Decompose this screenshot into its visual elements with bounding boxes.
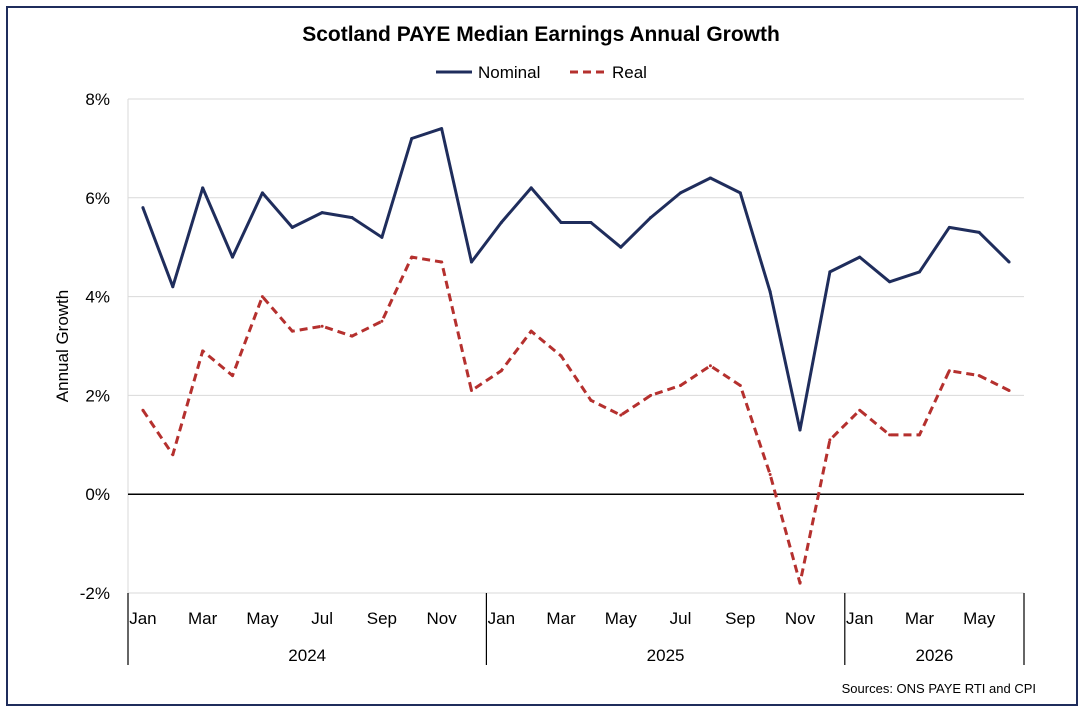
data-point-real	[947, 369, 951, 373]
data-point-nominal	[888, 280, 892, 284]
data-point-nominal	[141, 206, 145, 210]
data-point-real	[380, 319, 384, 323]
x-tick-label: May	[963, 609, 996, 628]
y-tick-label: 8%	[85, 90, 110, 109]
data-point-real	[768, 472, 772, 476]
data-point-real	[171, 453, 175, 457]
data-point-real	[440, 260, 444, 264]
legend-label-nominal: Nominal	[478, 63, 540, 82]
data-point-nominal	[828, 270, 832, 274]
data-point-nominal	[768, 290, 772, 294]
data-point-nominal	[649, 216, 653, 220]
data-point-real	[828, 438, 832, 442]
data-point-real	[649, 393, 653, 397]
y-axis-ticks: -2% 0% 2% 4% 6% 8%	[80, 90, 110, 603]
data-point-nominal	[260, 191, 264, 195]
data-point-real	[708, 364, 712, 368]
chart-frame	[6, 6, 1078, 706]
x-tick-label: Sep	[725, 609, 755, 628]
data-point-nominal	[440, 127, 444, 131]
data-point-real	[888, 433, 892, 437]
data-point-nominal	[350, 216, 354, 220]
x-year-label: 2024	[288, 646, 326, 665]
x-tick-label: Mar	[546, 609, 576, 628]
data-point-real	[559, 354, 563, 358]
data-point-nominal	[917, 270, 921, 274]
data-point-nominal	[231, 255, 235, 259]
data-point-nominal	[1007, 260, 1011, 264]
data-point-nominal	[201, 186, 205, 190]
data-point-nominal	[798, 428, 802, 432]
data-point-nominal	[679, 191, 683, 195]
x-tick-label: Jul	[670, 609, 692, 628]
x-year-label: 2026	[915, 646, 953, 665]
data-point-nominal	[708, 176, 712, 180]
x-tick-label: Jan	[846, 609, 873, 628]
y-tick-label: -2%	[80, 584, 110, 603]
x-year-label: 2025	[647, 646, 685, 665]
data-point-real	[469, 388, 473, 392]
data-point-real	[619, 413, 623, 417]
data-point-real	[499, 369, 503, 373]
data-point-real	[858, 408, 862, 412]
y-tick-label: 0%	[85, 485, 110, 504]
data-point-nominal	[589, 221, 593, 224]
data-point-real	[350, 334, 354, 338]
data-point-real	[201, 349, 205, 353]
x-tick-label: May	[605, 609, 638, 628]
data-point-real	[141, 408, 145, 412]
legend-label-real: Real	[612, 63, 647, 82]
series-line-nominal	[141, 127, 1011, 432]
data-point-real	[290, 329, 294, 333]
data-point-nominal	[320, 211, 324, 215]
x-tick-label: Nov	[426, 609, 457, 628]
data-point-nominal	[529, 186, 533, 190]
data-point-real	[798, 581, 802, 585]
legend: Nominal Real	[436, 63, 647, 82]
x-tick-label: Mar	[188, 609, 218, 628]
data-point-nominal	[559, 221, 563, 224]
data-point-real	[589, 398, 593, 402]
x-tick-label: Sep	[367, 609, 397, 628]
data-point-nominal	[738, 191, 742, 195]
data-point-nominal	[290, 225, 294, 229]
x-tick-label: May	[246, 609, 279, 628]
series-lines	[141, 127, 1011, 585]
y-axis-label: Annual Growth	[53, 290, 72, 402]
x-tick-label: Jul	[311, 609, 333, 628]
data-point-real	[679, 384, 683, 388]
data-point-nominal	[858, 255, 862, 259]
data-point-nominal	[977, 230, 981, 234]
data-point-nominal	[947, 225, 951, 229]
data-point-real	[410, 255, 414, 259]
data-point-nominal	[619, 245, 623, 249]
x-tick-label: Jan	[488, 609, 515, 628]
y-tick-label: 6%	[85, 189, 110, 208]
data-point-real	[260, 295, 264, 299]
y-tick-label: 2%	[85, 386, 110, 405]
source-note: Sources: ONS PAYE RTI and CPI	[842, 681, 1036, 696]
chart-title: Scotland PAYE Median Earnings Annual Gro…	[302, 23, 780, 46]
y-tick-label: 4%	[85, 288, 110, 307]
data-point-nominal	[499, 221, 503, 224]
data-point-real	[320, 324, 324, 328]
x-tick-label: Jan	[129, 609, 156, 628]
data-point-real	[529, 329, 533, 333]
data-point-nominal	[171, 285, 175, 289]
data-point-real	[738, 384, 742, 388]
data-point-nominal	[410, 137, 414, 141]
data-point-nominal	[469, 260, 473, 264]
data-point-nominal	[380, 235, 384, 239]
data-point-real	[917, 433, 921, 437]
data-point-real	[1007, 388, 1011, 392]
gridlines	[127, 98, 1024, 594]
x-axis: Jan Mar May Jul Sep Nov Jan Mar May Jul Sep Nov Jan M…	[127, 593, 1025, 665]
series-line-real	[141, 255, 1010, 585]
data-point-real	[231, 374, 235, 378]
x-tick-label: Nov	[785, 609, 816, 628]
x-tick-label: Mar	[905, 609, 935, 628]
data-point-real	[977, 374, 981, 378]
